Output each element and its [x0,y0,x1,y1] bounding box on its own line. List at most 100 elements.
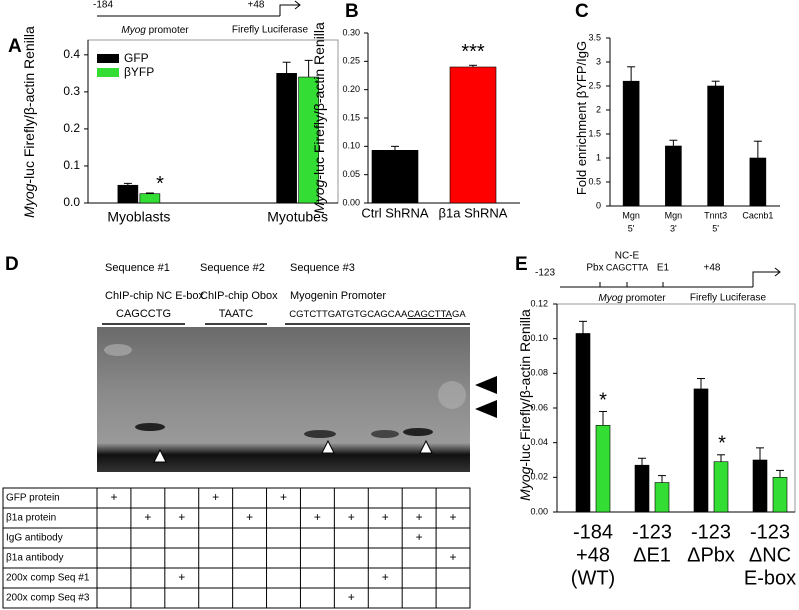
cell-mark: + [450,550,457,564]
promoter-name: Myog promoter [598,293,666,304]
legend-swatch [97,68,119,77]
cell-mark: + [110,490,117,504]
promoter-end: +48 [704,263,721,274]
sequence: TAATC [219,308,253,320]
bar [713,461,729,513]
error-bar [145,192,154,194]
y-axis-label-italic: Myog [21,183,37,217]
y-tick-label: 0.10 [530,333,548,343]
y-axis-label: Myog-luc Firefly/β-actin Renilla [311,22,327,214]
x-tick-label: -184 [573,521,613,543]
promoter-ticks [599,282,664,287]
bar [371,150,419,204]
band-marker [419,439,433,454]
annotation: *** [461,41,485,63]
row-label: β1a antibody [6,553,63,564]
sequence-name: Sequence #3 [290,262,355,274]
promoter-arrow [279,0,301,16]
y-axis-label-text: -luc Firefly/β-actin Renilla [21,26,37,184]
y-tick-label: 2 [596,104,601,114]
x-tick-label: -123 [632,521,672,543]
y-tick-label: 0.1 [63,158,80,172]
x-tick-label: (WT) [571,567,615,589]
bar [749,157,767,207]
arrowhead [475,376,497,394]
cell-mark: + [178,510,185,524]
promoter-name: Myog promoter [121,25,189,36]
cell-mark: + [382,570,389,584]
y-axis-label: Fold enrichment βYFP/IgG [574,41,589,195]
cell-mark: + [416,530,423,544]
cell-mark: + [144,510,151,524]
error-bar [658,475,666,483]
cell-mark: + [314,510,321,524]
bar [449,66,497,204]
error-bar [753,140,762,158]
y-tick-label: 0.20 [342,84,360,94]
gel [97,327,497,472]
x-tick-label: ΔNC [749,544,791,566]
cell-mark: + [178,570,185,584]
legend-label: GFP [124,51,149,65]
y-tick-label: 0.12 [530,298,548,308]
y-tick-label: 0.05 [342,169,360,179]
x-tick-label: ΔE1 [633,544,671,566]
error-bar [579,320,587,334]
y-tick-label: 0.2 [63,121,80,135]
bar [595,425,611,513]
legend-swatch [97,54,119,63]
x-tick-label: Myoblasts [107,209,170,225]
y-tick-label: 0.3 [63,84,80,98]
nce-seq: CAGCTTA [606,262,648,272]
y-tick-label: 2.5 [588,80,601,90]
panel-label: C [575,1,589,22]
sequence-part: CAGCTTA [407,309,452,320]
reporter-name: Firefly Luciferase [690,293,767,304]
cell-mark: + [348,510,355,524]
y-tick-label: 0.0 [63,195,80,209]
bar [117,184,139,204]
y-tick-label: 3 [596,56,601,66]
y-tick-label: 0.15 [342,112,360,122]
panel-label: B [345,1,359,22]
y-axis-label-italic: Myog [311,179,327,213]
y-tick-label: 0.04 [530,437,548,447]
error-bar [756,447,764,460]
panel-label: A [8,36,22,57]
x-tick-label: Cacnb1 [742,210,773,220]
cell-mark: + [382,510,389,524]
error-bar [391,145,399,151]
error-bar [638,457,646,466]
row-label: 200x comp Seq #3 [6,593,90,604]
band-marker [153,448,167,463]
bar [707,85,724,207]
annotation: * [599,389,607,411]
x-tick-label: E-box [744,567,796,589]
x-tick-label: ΔPbx [687,544,735,566]
y-tick-label: 0.00 [342,197,360,207]
error-bar [282,61,291,74]
row-label: IgG antibody [6,533,63,544]
panel-label: E [515,254,528,275]
band-marker [321,439,335,454]
y-axis-label-text: -luc Firefly/β-actin Renilla [311,22,327,180]
bar [665,145,682,207]
error-bar [304,59,313,78]
promoter-start: -184 [93,0,113,11]
y-tick-label: 1.5 [588,128,601,138]
gel-band [438,381,466,409]
gel-band [135,423,165,431]
promoter-end: +48 [248,0,265,11]
promoter-text: promoter [623,293,666,304]
annotation: * [718,433,726,455]
x-tick-label: -123 [691,521,731,543]
legend-label: βYFP [124,65,154,79]
cell-mark: + [416,510,423,524]
sequence-source: ChIP-chip NC E-box [105,290,205,302]
x-tick-label: Mgn [622,210,640,220]
bar [693,388,709,513]
y-tick-label: 0 [596,200,601,210]
y-tick-label: 1 [596,152,601,162]
sequence-source: Myogenin Promoter [290,290,386,302]
y-tick-label: 0.5 [588,176,601,186]
